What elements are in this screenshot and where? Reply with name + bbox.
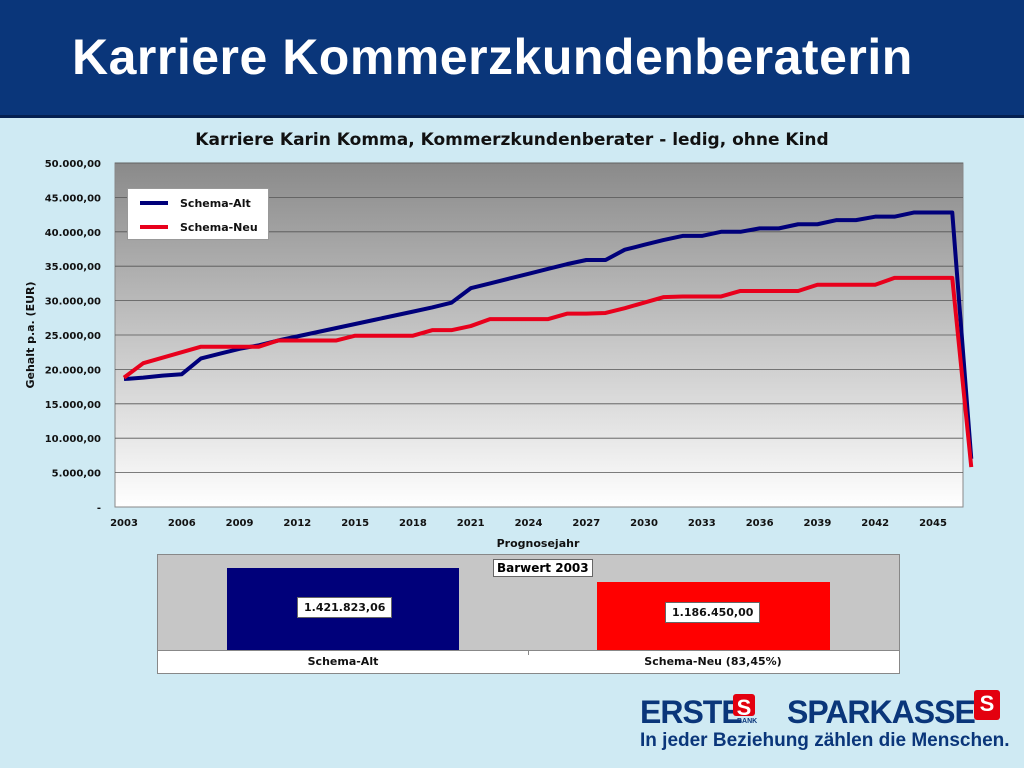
legend-swatch-schema-alt bbox=[140, 201, 168, 205]
x-tick-label: 2024 bbox=[515, 518, 543, 529]
legend-item-schema-alt: Schema-Alt bbox=[140, 193, 251, 213]
y-tick-label: 45.000,00 bbox=[45, 193, 101, 204]
legend-swatch-schema-neu bbox=[140, 225, 168, 229]
bar-value-label-schema-alt: 1.421.823,06 bbox=[297, 597, 393, 618]
line-chart: - 5.000,00 10.000,00 15.000,00 20.000,00 25.0… bbox=[24, 159, 974, 550]
logo-slogan: In jeder Beziehung zählen die Menschen. bbox=[640, 730, 1010, 751]
y-tick-label: 30.000,00 bbox=[45, 297, 101, 308]
x-tick-label: 2018 bbox=[399, 518, 427, 529]
logo-bank-text: BANK bbox=[737, 718, 758, 725]
y-tick-label: 40.000,00 bbox=[45, 228, 101, 239]
chart-title: Karriere Karin Komma, Kommerzkundenberat… bbox=[195, 130, 829, 150]
chart-legend: Schema-Alt Schema-Neu bbox=[127, 188, 269, 240]
x-tick-label: 2003 bbox=[110, 518, 138, 529]
x-tick-label: 2021 bbox=[457, 518, 485, 529]
x-tick-label: 2039 bbox=[804, 518, 832, 529]
y-tick-label: 10.000,00 bbox=[45, 434, 101, 445]
y-tick-label: - bbox=[97, 503, 101, 514]
bar-category-schema-alt: Schema-Alt bbox=[307, 655, 379, 668]
x-tick-label: 2015 bbox=[341, 518, 369, 529]
sparkasse-s-icon bbox=[974, 690, 1000, 720]
y-tick-label: 35.000,00 bbox=[45, 262, 101, 273]
bar-category-schema-neu: Schema-Neu (83,45%) bbox=[644, 655, 782, 668]
x-tick-label: 2033 bbox=[688, 518, 716, 529]
legend-label-schema-neu: Schema-Neu bbox=[180, 220, 258, 234]
y-tick-label: 15.000,00 bbox=[45, 400, 101, 411]
x-tick-label: 2045 bbox=[919, 518, 947, 529]
x-tick-label: 2009 bbox=[226, 518, 254, 529]
barwert-chart: 1.421.823,06 1.186.450,00 Barwert 2003 S… bbox=[157, 554, 900, 674]
barwert-plot-area: 1.421.823,06 1.186.450,00 Barwert 2003 bbox=[158, 555, 899, 651]
y-tick-label: 20.000,00 bbox=[45, 365, 101, 376]
x-tick-label: 2030 bbox=[630, 518, 658, 529]
legend-item-schema-neu: Schema-Neu bbox=[140, 217, 258, 237]
logo-sparkasse-text: SPARKASSE bbox=[787, 694, 976, 730]
x-tick-label: 2036 bbox=[746, 518, 774, 529]
barwert-title: Barwert 2003 bbox=[493, 559, 593, 577]
legend-label-schema-alt: Schema-Alt bbox=[180, 196, 251, 210]
x-tick-label: 2042 bbox=[861, 518, 889, 529]
bar-value-label-schema-neu: 1.186.450,00 bbox=[665, 602, 761, 623]
y-axis-label: Gehalt p.a. (EUR) bbox=[24, 281, 37, 388]
category-divider bbox=[528, 650, 529, 655]
y-tick-label: 25.000,00 bbox=[45, 331, 101, 342]
series-line-schema-neu bbox=[122, 275, 974, 468]
erste-s-icon bbox=[733, 694, 755, 721]
x-tick-label: 2012 bbox=[283, 518, 311, 529]
x-tick-label: 2006 bbox=[168, 518, 196, 529]
y-tick-label: 5.000,00 bbox=[52, 469, 101, 480]
x-axis-label: Prognosejahr bbox=[497, 537, 580, 550]
logo-erste-text: ERSTE bbox=[640, 694, 743, 730]
x-tick-label: 2027 bbox=[572, 518, 600, 529]
erste-sparkasse-logo: ERSTE BANK SPARKASSE In jeder Beziehung … bbox=[640, 690, 1010, 760]
y-tick-label: 50.000,00 bbox=[45, 159, 101, 170]
slide-title: Karriere Kommerzkundenberaterin bbox=[72, 29, 913, 85]
slide-header: Karriere Kommerzkundenberaterin bbox=[0, 0, 1024, 118]
